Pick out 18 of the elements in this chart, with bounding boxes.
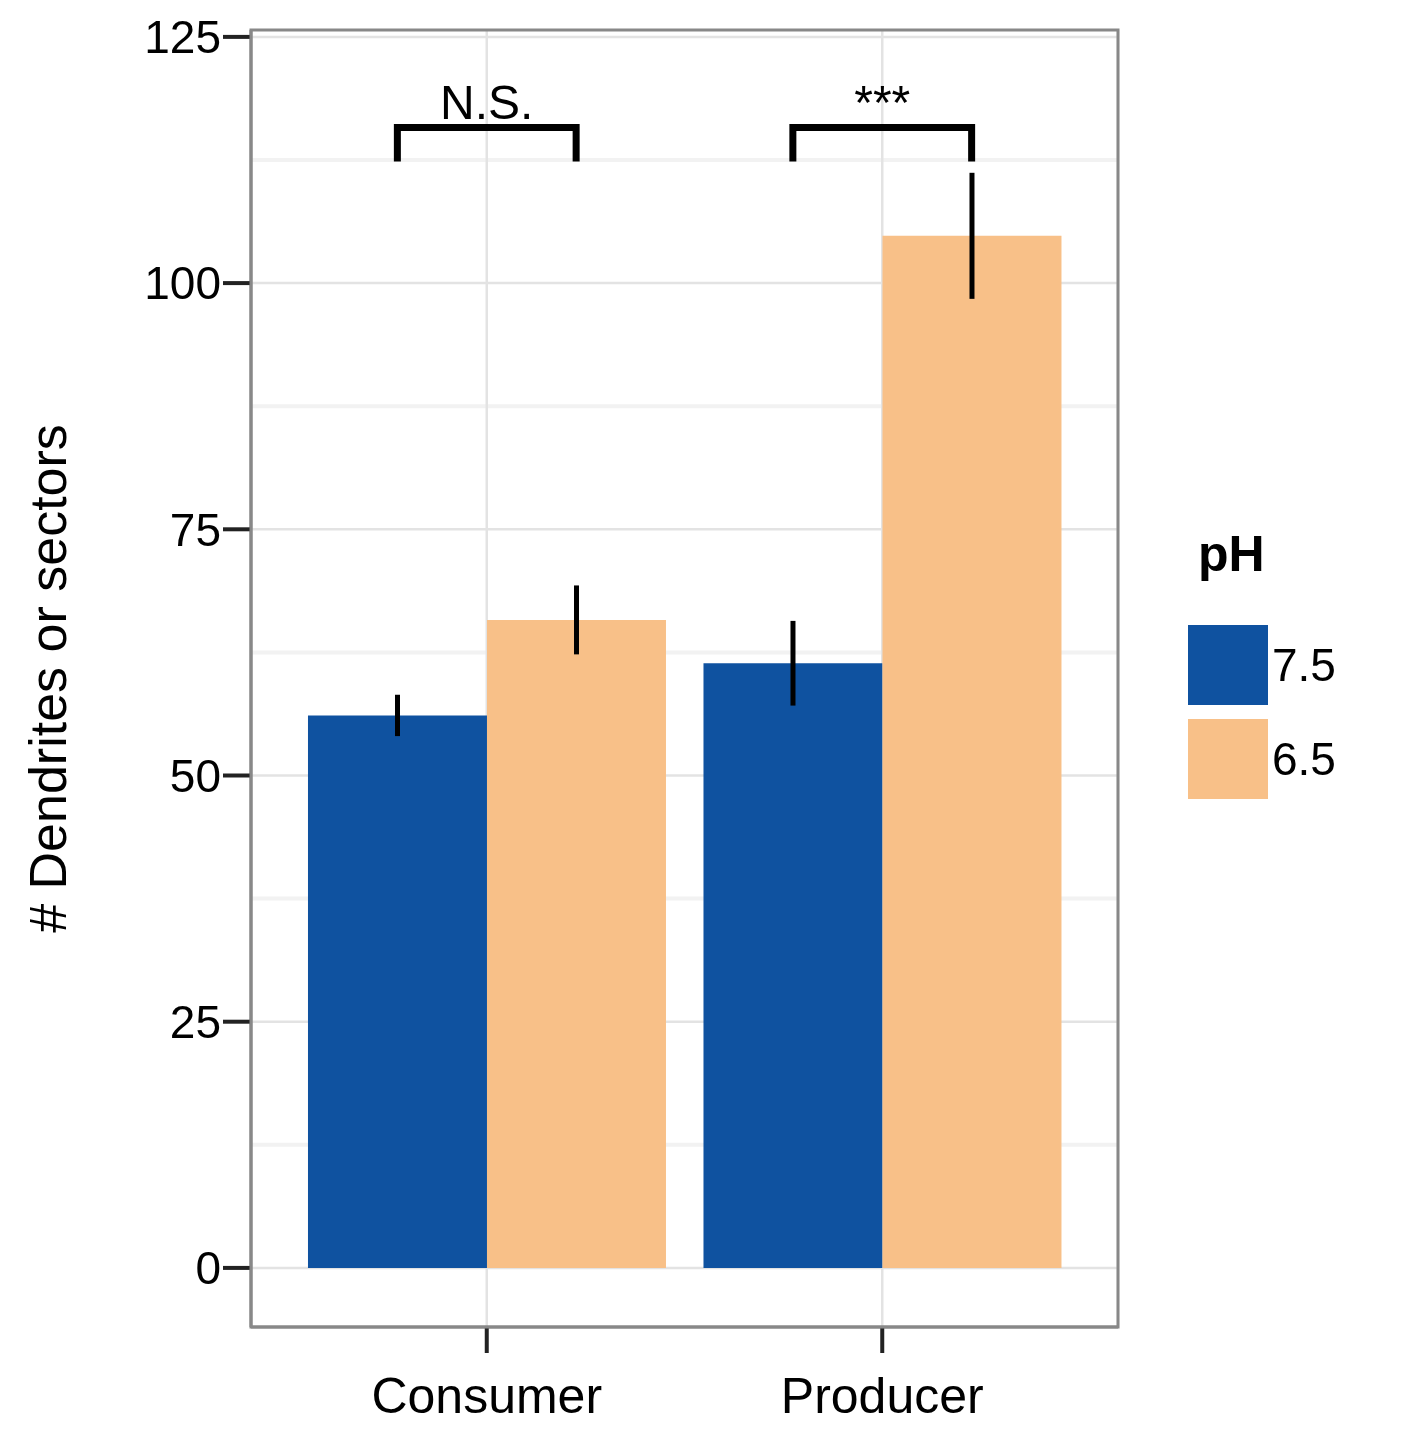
y-tick-label: 125 xyxy=(144,11,221,64)
annotation: *** xyxy=(854,76,911,130)
legend-title: pH xyxy=(1198,525,1265,582)
legend-label: 7.5 xyxy=(1272,638,1336,691)
x-tick-label: Producer xyxy=(780,1367,984,1424)
x-tick-label: Consumer xyxy=(371,1367,603,1424)
bar xyxy=(486,619,666,1268)
bar xyxy=(307,715,487,1268)
y-tick-label: 75 xyxy=(169,503,221,556)
y-tick-label: 100 xyxy=(144,257,221,310)
annotation: N.S. xyxy=(440,76,534,130)
legend-label: 6.5 xyxy=(1272,732,1336,785)
y-axis-title: # Dendrites or sectors xyxy=(19,424,78,933)
y-tick-label: 50 xyxy=(169,749,221,802)
y-tick-label: 25 xyxy=(169,996,221,1049)
bar xyxy=(703,663,883,1268)
bar xyxy=(882,235,1062,1268)
y-tick-label: 0 xyxy=(195,1242,221,1295)
